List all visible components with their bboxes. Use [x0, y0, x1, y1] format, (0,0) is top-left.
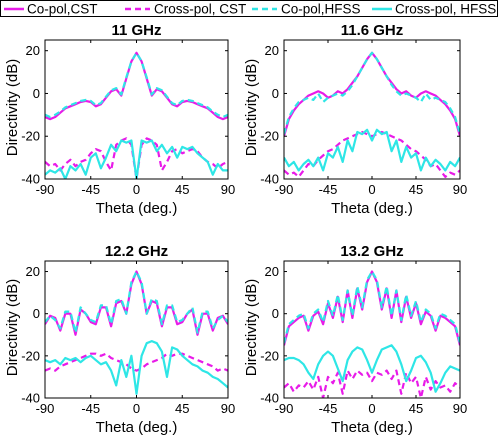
y-axis-label: Directivity (dB) [4, 59, 21, 157]
series-line-cross-pol-cst [284, 369, 460, 398]
legend: Co-pol,CST Cross-pol, CST Co-pol,HFSS Cr… [0, 0, 498, 17]
x-tick-label: -90 [275, 182, 294, 197]
series-line-co-pol-hfss [45, 270, 228, 334]
x-tick-label: -45 [81, 182, 100, 197]
x-tick-label: 90 [453, 401, 467, 416]
x-tick-label: 45 [175, 401, 189, 416]
x-axis-label: Theta (deg.) [331, 200, 413, 217]
plot-area [284, 40, 460, 179]
y-axis-label: Directivity (dB) [243, 279, 260, 377]
x-tick-label: 0 [368, 401, 375, 416]
series-line-co-pol-hfss [284, 51, 460, 135]
series-group [284, 270, 460, 398]
y-tick-label: -40 [260, 391, 279, 406]
x-tick-label: -45 [319, 401, 338, 416]
x-tick-label: 90 [221, 182, 235, 197]
series-line-cross-pol-hfss [284, 344, 460, 393]
series-group [45, 270, 228, 395]
x-tick-label: -45 [81, 401, 100, 416]
y-tick-label: 20 [26, 43, 40, 58]
chart-title: 13.2 GHz [340, 243, 403, 260]
x-tick-label: -90 [36, 401, 55, 416]
legend-label-co-pol-hfss: Co-pol,HFSS [281, 2, 361, 17]
y-tick-label: -20 [21, 348, 40, 363]
y-tick-label: 0 [33, 86, 40, 101]
x-tick-label: -90 [36, 182, 55, 197]
chart-panels: -90 -45 0 45 90 -40 -20 0 20 11 GHz Theta (deg.) Di… [4, 22, 467, 436]
plot-area [45, 261, 228, 398]
series-line-co-pol-cst [284, 270, 460, 346]
y-tick-label: -20 [260, 129, 279, 144]
x-axis-label: Theta (deg.) [96, 419, 178, 436]
panel-2: -90 -45 0 45 90 -40 -20 0 20 11.6 GHz Theta (deg.)… [243, 22, 467, 217]
series-line-co-pol-cst [45, 270, 228, 336]
x-tick-label: 90 [453, 182, 467, 197]
chart-title: 11.6 GHz [341, 22, 404, 39]
series-line-co-pol-hfss [45, 51, 228, 119]
panel-1: -90 -45 0 45 90 -40 -20 0 20 11 GHz Theta (deg.) Di… [4, 22, 235, 217]
x-tick-label: 0 [368, 182, 375, 197]
series-group [45, 51, 228, 179]
y-tick-label: 0 [33, 306, 40, 321]
x-tick-label: -45 [319, 182, 338, 197]
plot-area [284, 261, 460, 398]
y-tick-label: -40 [21, 172, 40, 187]
legend-label-cross-pol-cst: Cross-pol, CST [154, 2, 246, 17]
y-tick-label: 0 [272, 86, 279, 101]
x-tick-label: 0 [133, 182, 140, 197]
panel-4: -90 -45 0 45 90 -40 -20 0 20 13.2 GHz Theta (deg.)… [243, 243, 467, 436]
series-line-cross-pol-hfss [284, 128, 460, 172]
legend-label-cross-pol-hfss: Cross-pol, HFSS [395, 2, 496, 17]
x-tick-label: 0 [133, 401, 140, 416]
y-tick-label: 20 [26, 264, 40, 279]
y-tick-label: -40 [260, 172, 279, 187]
y-tick-label: -40 [21, 391, 40, 406]
chart-title: 12.2 GHz [105, 243, 168, 260]
series-line-cross-pol-hfss [45, 139, 228, 179]
legend-label-co-pol-cst: Co-pol,CST [27, 2, 98, 17]
series-line-cross-pol-hfss [45, 340, 228, 395]
x-tick-label: 45 [175, 182, 189, 197]
series-line-cross-pol-cst [45, 137, 228, 179]
plot-area [45, 40, 228, 179]
series-group [284, 51, 460, 178]
x-axis-label: Theta (deg.) [331, 419, 413, 436]
y-tick-label: -20 [21, 129, 40, 144]
y-axis-label: Directivity (dB) [243, 59, 260, 157]
y-tick-label: 0 [272, 306, 279, 321]
y-tick-label: 20 [265, 43, 279, 58]
x-tick-label: 45 [409, 182, 423, 197]
x-axis-label: Theta (deg.) [96, 200, 178, 217]
x-tick-label: 90 [221, 401, 235, 416]
x-tick-label: -90 [275, 401, 294, 416]
y-tick-label: -20 [260, 348, 279, 363]
chart-title: 11 GHz [111, 22, 161, 39]
y-axis-label: Directivity (dB) [4, 279, 21, 377]
x-tick-label: 45 [409, 401, 423, 416]
y-tick-label: 20 [265, 264, 279, 279]
panel-3: -90 -45 0 45 90 -40 -20 0 20 12.2 GHz Theta (deg.)… [4, 243, 235, 436]
series-line-cross-pol-cst [45, 352, 228, 372]
